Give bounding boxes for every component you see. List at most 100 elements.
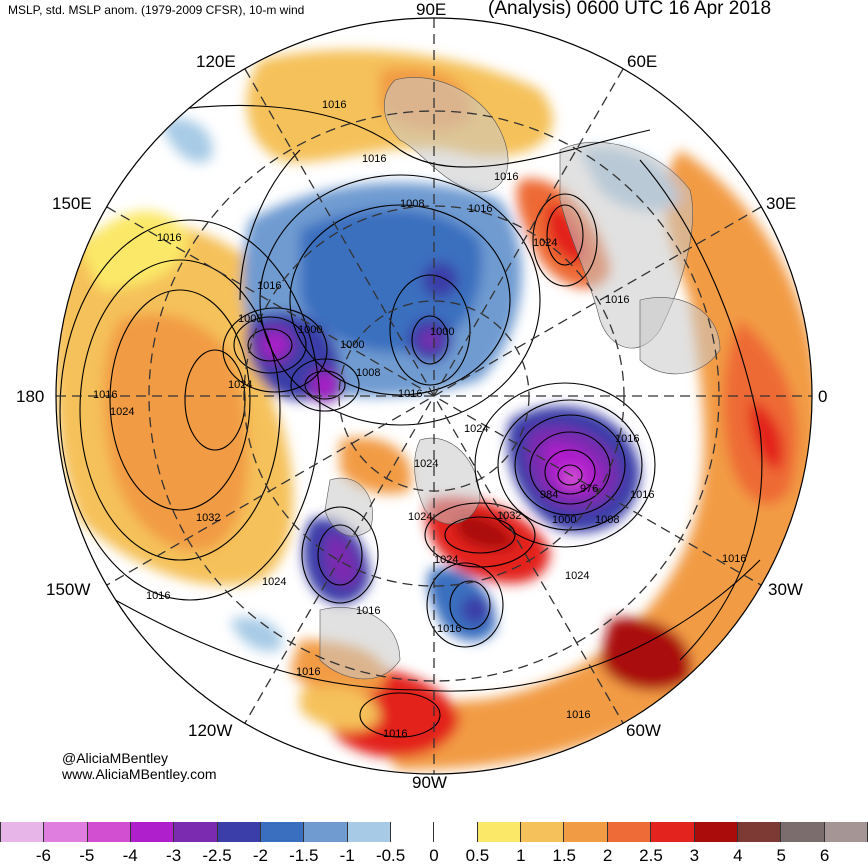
colorbar-swatch (521, 822, 565, 842)
isobar-label: 1000 (552, 514, 576, 526)
isobar-label: 1008 (400, 198, 424, 210)
lon-label-180: 180 (16, 387, 45, 406)
colorbar-tick-label: 4 (733, 846, 743, 865)
isobar-label: 1032 (497, 510, 521, 522)
lon-label-150e: 150E (52, 194, 92, 213)
lon-label-0: 0 (818, 387, 828, 406)
colorbar-swatch (304, 822, 348, 842)
credit-website: www.AliciaMBentley.com (62, 766, 217, 782)
isobar-label: 1024 (408, 511, 432, 523)
isobar-label: 1016 (257, 280, 281, 292)
colorbar-swatch (0, 822, 45, 842)
isobar-label: 1016 (615, 433, 639, 445)
map-title: MSLP, std. MSLP anom. (1979-2009 CFSR), … (8, 3, 305, 17)
valid-time: (Analysis) 0600 UTC 16 Apr 2018 (488, 0, 772, 19)
colorbar-tick-label: -5 (79, 846, 95, 865)
isobar-label: 1016 (146, 590, 170, 602)
isobar-label: 1024 (565, 570, 589, 582)
lon-label-120w: 120W (188, 721, 233, 740)
colorbar-tick-label: -4 (122, 846, 138, 865)
isobar-label: 1016 (398, 388, 422, 400)
isobar-label: 1032 (196, 512, 220, 524)
isobar-label: 1000 (340, 339, 364, 351)
colorbar-swatch (477, 822, 522, 842)
colorbar-swatch (737, 822, 782, 842)
colorbar-swatch (261, 822, 305, 842)
isobar-label: 1024 (464, 423, 488, 435)
lon-label-30w: 30W (768, 580, 803, 599)
colorbar-tick-label: 1 (516, 846, 526, 865)
isobar-label: 1016 (93, 389, 117, 401)
isobar-label: 1008 (595, 514, 619, 526)
colorbar-swatch (347, 822, 392, 842)
colorbar-swatch (131, 822, 175, 842)
isobar-label: 1016 (157, 232, 181, 244)
isobar-label: 1024 (533, 237, 557, 249)
lon-label-120e: 120E (196, 52, 236, 71)
isobar-label: 1016 (356, 605, 380, 617)
land-masses (319, 77, 721, 680)
colorbar (0, 822, 868, 842)
colorbar-tick-label: -0.5 (375, 846, 406, 865)
isobar-label: 1024 (434, 554, 458, 566)
colorbar-tick-label: -1 (339, 846, 355, 865)
isobar-label: 1016 (468, 203, 492, 215)
graticule (56, 18, 812, 774)
colorbar-swatch (781, 822, 825, 842)
lon-label-30e: 30E (766, 194, 797, 213)
colorbar-tick-label: -2 (252, 846, 268, 865)
isobar-label: 1016 (630, 489, 654, 501)
isobar-label: 984 (540, 489, 558, 501)
isobar-label: 1016 (566, 709, 590, 721)
colorbar-tick-label: -1.5 (289, 846, 319, 865)
colorbar-swatch (607, 822, 652, 842)
colorbar-swatch (434, 822, 478, 842)
colorbar-tick-label: 5 (776, 846, 786, 865)
colorbar-swatch (217, 822, 262, 842)
lon-label-150w: 150W (46, 580, 91, 599)
colorbar-tick-label: 0.5 (465, 846, 490, 865)
credit-handle: @AliciaMBentley (62, 750, 169, 766)
isobar-label: 1016 (494, 171, 518, 183)
colorbar-tick-label: -6 (35, 846, 51, 865)
isobar-label: 1016 (605, 294, 629, 306)
colorbar-tick-label: 2.5 (639, 846, 663, 865)
isobar-label: 1024 (110, 406, 134, 418)
lon-label-60w: 60W (626, 721, 661, 740)
colorbar-swatch (87, 822, 132, 842)
polar-stereographic-map: 1016 1016 1016 1016 1008 1016 1024 1016 … (55, 17, 813, 775)
isobars (59, 105, 763, 738)
colorbar-swatch (694, 822, 738, 842)
colorbar-tick-label: 6 (819, 846, 830, 865)
colorbar-swatch (824, 822, 868, 842)
isobar-label: 1008 (356, 367, 380, 379)
colorbar-swatch (651, 822, 695, 842)
lon-label-90e: 90E (416, 0, 447, 19)
colorbar-swatch (44, 822, 88, 842)
isobar-label: 1016 (296, 666, 320, 678)
isobar-label: 1016 (437, 623, 461, 635)
colorbar-swatch (174, 822, 218, 842)
isobar-label: 1016 (722, 553, 746, 565)
isobar-label: 1000 (430, 326, 454, 338)
lon-label-90w: 90W (412, 773, 447, 792)
isobar-label: 1024 (414, 458, 438, 470)
isobar-label: 1024 (228, 379, 252, 391)
colorbar-tick-label: -2.5 (202, 846, 232, 865)
isobar-label: 976 (580, 483, 598, 495)
isobar-label: 1008 (238, 313, 262, 325)
lon-label-60e: 60E (627, 52, 658, 71)
colorbar-tick-label: -3 (166, 846, 182, 865)
colorbar-tick-label: 3 (689, 846, 700, 865)
isobar-label: 1024 (262, 576, 286, 588)
map-boundary (55, 17, 813, 775)
colorbar-swatch (391, 822, 435, 842)
colorbar-tick-label: 2 (602, 846, 613, 865)
isobar-label: 1016 (383, 728, 407, 740)
colorbar-tick-label: 1.5 (552, 846, 577, 865)
isobar-label: 1016 (322, 99, 346, 111)
isobar-labels: 1016 1016 1016 1016 1008 1016 1024 1016 … (93, 99, 746, 740)
colorbar-swatch (564, 822, 608, 842)
isobar-label: 1016 (362, 153, 386, 165)
colorbar-tick-label: 0 (429, 846, 439, 865)
